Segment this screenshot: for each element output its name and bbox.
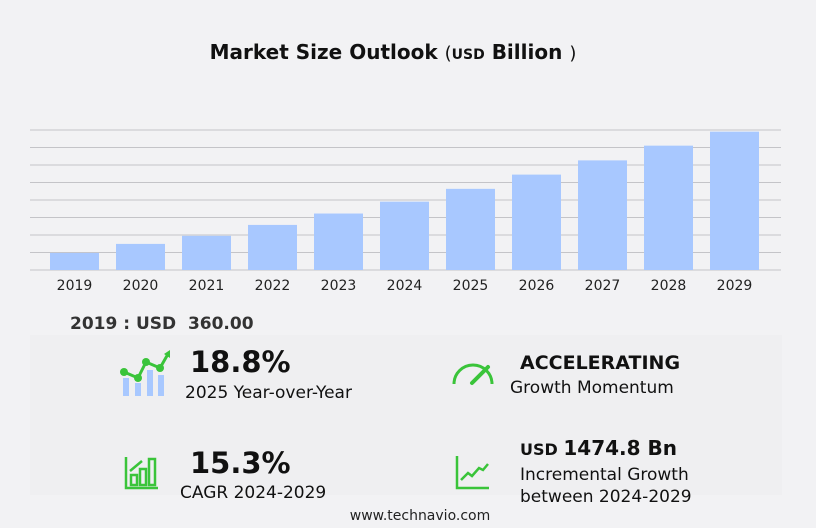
trend-line-icon <box>455 456 489 490</box>
chart-title: Market Size Outlook (USD Billion ) <box>0 40 786 64</box>
speedometer-icon <box>452 363 494 385</box>
bar-growth-icon <box>124 457 158 490</box>
cagr-value: 15.3% <box>190 446 291 480</box>
growth-chart-icon <box>120 350 170 396</box>
x-tick-label: 2027 <box>585 278 621 294</box>
x-tick-label: 2029 <box>717 278 753 294</box>
x-tick-label: 2024 <box>387 278 423 294</box>
bar-2022 <box>248 224 297 270</box>
bar-2021 <box>182 235 231 270</box>
title-text: Market Size Outlook <box>209 40 438 64</box>
incremental-label-2: between 2024-2029 <box>520 487 692 507</box>
bar-2027 <box>578 160 627 270</box>
incremental-unit: USD <box>520 440 558 459</box>
momentum-label: Growth Momentum <box>510 378 674 398</box>
x-tick-label: 2020 <box>123 278 159 294</box>
base-year-label: 2019 : USD 360.00 <box>70 314 254 334</box>
x-tick-label: 2028 <box>651 278 687 294</box>
title-paren-close: ) <box>569 43 577 64</box>
bar-2023 <box>314 213 363 270</box>
bar-2024 <box>380 201 429 270</box>
cagr-label: CAGR 2024-2029 <box>180 483 327 503</box>
x-tick-label: 2025 <box>453 278 489 294</box>
bar-2026 <box>512 174 561 270</box>
title-unit: USD <box>451 47 485 63</box>
incremental-label-1: Incremental Growth <box>520 465 689 485</box>
x-tick-label: 2022 <box>255 278 291 294</box>
title-unit2: Billion <box>491 40 563 64</box>
x-tick-label: 2019 <box>57 278 93 294</box>
x-tick-label: 2023 <box>321 278 357 294</box>
incremental-amount: 1474.8 Bn <box>563 436 677 460</box>
footer-url[interactable]: www.technavio.com <box>349 508 491 524</box>
incremental-value: USD 1474.8 Bn <box>520 436 677 460</box>
bar-2029 <box>710 131 759 270</box>
momentum-value: ACCELERATING <box>520 352 681 374</box>
x-tick-label: 2026 <box>519 278 555 294</box>
title-paren-open: ( <box>444 43 452 64</box>
bar-chart: 2019 2020 2021 2022 2023 2024 2025 2026 2027 2028… <box>30 129 781 294</box>
bar-2025 <box>446 188 495 270</box>
yoy-label: 2025 Year-over-Year <box>185 383 352 403</box>
bar-2028 <box>644 145 693 270</box>
yoy-value: 18.8% <box>190 345 291 379</box>
x-tick-label: 2021 <box>189 278 225 294</box>
bar-2020 <box>116 243 165 270</box>
bar-2019 <box>50 252 99 270</box>
